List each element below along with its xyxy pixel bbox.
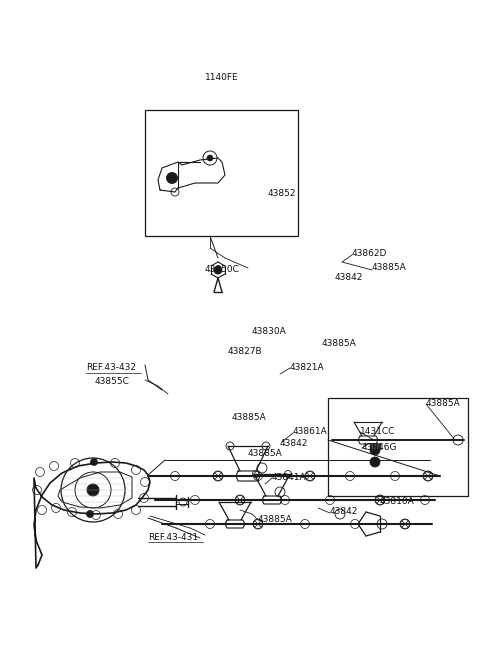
Text: 43885A: 43885A xyxy=(426,400,461,409)
Text: 43885A: 43885A xyxy=(322,339,357,348)
Circle shape xyxy=(91,458,97,466)
Text: 43842: 43842 xyxy=(330,508,359,517)
Bar xyxy=(370,443,380,449)
Circle shape xyxy=(167,172,178,183)
Text: REF.43-432: REF.43-432 xyxy=(86,364,136,373)
Bar xyxy=(328,398,468,496)
Text: 43842: 43842 xyxy=(280,438,308,447)
Text: 1431CC: 1431CC xyxy=(360,428,396,436)
Bar xyxy=(145,110,298,236)
Text: 43830A: 43830A xyxy=(252,328,287,337)
Text: 43852: 43852 xyxy=(268,189,297,198)
Text: 43821A: 43821A xyxy=(290,362,324,371)
Text: REF.43-431: REF.43-431 xyxy=(148,533,198,542)
Text: 1140FE: 1140FE xyxy=(205,73,239,83)
Text: 43827B: 43827B xyxy=(228,348,263,356)
Text: 43855C: 43855C xyxy=(95,377,130,386)
Text: 43885A: 43885A xyxy=(372,263,407,272)
Text: 43861A: 43861A xyxy=(293,428,328,436)
Text: 43862D: 43862D xyxy=(352,250,387,259)
Circle shape xyxy=(370,445,380,455)
Text: 43846G: 43846G xyxy=(362,443,397,451)
Text: 43850C: 43850C xyxy=(205,265,240,274)
Text: 43810A: 43810A xyxy=(380,498,415,506)
Text: 43842: 43842 xyxy=(335,274,363,282)
Text: 43885A: 43885A xyxy=(248,449,283,458)
Text: 43885A: 43885A xyxy=(232,413,267,422)
Text: 43885A: 43885A xyxy=(258,514,293,523)
Circle shape xyxy=(370,457,380,467)
Text: 43841A: 43841A xyxy=(272,472,307,481)
Circle shape xyxy=(214,266,222,274)
Circle shape xyxy=(87,484,99,496)
Circle shape xyxy=(86,510,94,517)
Circle shape xyxy=(207,155,213,161)
